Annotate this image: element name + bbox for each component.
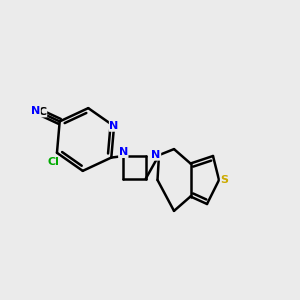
Text: N: N [110,121,119,131]
Text: C: C [38,107,47,117]
Text: N: N [31,106,40,116]
Text: Cl: Cl [47,157,59,167]
Text: N: N [119,148,128,158]
Text: S: S [220,175,228,185]
Text: N: N [152,150,160,160]
